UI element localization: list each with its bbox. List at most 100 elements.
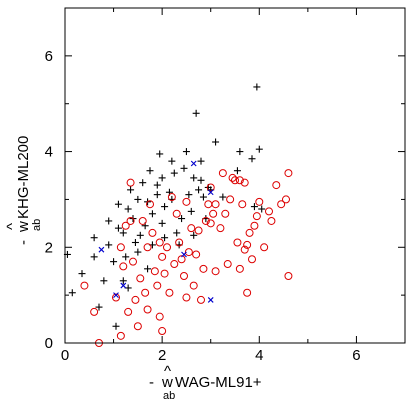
plus-marker	[134, 195, 142, 203]
y-tick-label: 4	[45, 144, 53, 161]
y-tick-label: 2	[45, 239, 53, 256]
x-marker	[98, 246, 105, 253]
x-axis-label-subscript: ab	[163, 390, 175, 402]
y-axis-label-hat: ^	[4, 223, 21, 230]
plus-marker	[127, 186, 135, 194]
plus-marker	[161, 203, 169, 211]
circle-marker	[204, 200, 213, 209]
plus-marker	[197, 157, 205, 165]
plus-marker	[114, 200, 122, 208]
y-axis-label-subscript: ab	[31, 219, 43, 231]
plus-marker	[146, 167, 154, 175]
plus-marker	[250, 203, 258, 211]
circle-marker	[284, 169, 293, 178]
circle-marker	[163, 243, 171, 252]
x-marker	[120, 282, 127, 289]
circle-marker	[238, 200, 247, 209]
plus-marker	[110, 258, 118, 266]
x-axis-label-symbol: w	[161, 374, 173, 391]
plus-marker	[182, 148, 190, 156]
x-axis-label-prefix: -	[149, 374, 158, 391]
y-axis-label: - ^ w ab KHG-ML200	[4, 136, 43, 245]
circle-marker	[133, 322, 142, 331]
circle-marker	[255, 197, 264, 206]
circle-marker	[180, 272, 188, 280]
circle-marker	[197, 295, 205, 304]
circle-marker	[243, 288, 252, 297]
circle-marker	[248, 255, 256, 264]
circle-marker	[170, 260, 179, 269]
circle-marker	[80, 281, 89, 290]
plus-marker	[170, 169, 178, 177]
x-marker	[181, 251, 187, 258]
x-marker-b	[98, 246, 105, 253]
circle-marker	[143, 243, 152, 252]
plus-marker	[190, 231, 198, 239]
x-marker	[190, 160, 197, 167]
circle-marker	[155, 238, 164, 247]
plus-marker	[158, 174, 166, 182]
circle-marker	[231, 176, 239, 185]
circle-marker	[129, 257, 137, 266]
plus-marker	[119, 229, 127, 237]
circle-marker	[245, 228, 254, 237]
circle-marker	[158, 252, 167, 261]
plus-marker	[219, 193, 227, 201]
x-tick-label: 4	[255, 347, 263, 364]
plot-frame	[64, 7, 406, 344]
circle-marker	[272, 181, 281, 190]
plus-marker	[119, 277, 127, 285]
plus-marker	[185, 191, 193, 199]
circle-marker	[141, 288, 150, 297]
circle-marker	[182, 197, 191, 206]
y-axis-label-symbol: w	[15, 221, 32, 233]
plus-marker	[134, 248, 142, 256]
y-tick-label: 0	[45, 335, 53, 352]
circle-marker	[206, 183, 215, 192]
circle-marker	[160, 269, 169, 278]
x-marker	[207, 297, 214, 303]
x-axis-label-hat: ^	[164, 363, 171, 380]
circle-marker	[192, 250, 201, 259]
circle-marker	[206, 219, 215, 228]
plus-marker	[153, 191, 161, 199]
circle-marker	[189, 281, 198, 290]
plus-marker	[253, 83, 261, 91]
circle-marker	[201, 216, 210, 225]
circle-marker	[148, 228, 157, 237]
circle-marker	[216, 224, 225, 233]
circle-marker	[235, 264, 244, 273]
plus-marker	[90, 253, 98, 261]
circle-marker	[250, 221, 259, 230]
plus-marker	[136, 231, 144, 239]
plus-marker	[144, 265, 152, 273]
circle-marker	[209, 209, 218, 218]
circle-marker	[143, 305, 152, 314]
y-axis-label-text: KHG-ML200	[15, 136, 32, 219]
plus-marker	[158, 219, 166, 227]
plus-marker	[178, 215, 186, 223]
circle-marker	[150, 267, 159, 276]
data-points	[63, 83, 293, 347]
circle-marker	[277, 200, 286, 209]
circle-marker	[155, 312, 164, 321]
circle-marker	[252, 212, 261, 221]
plus-marker	[180, 164, 188, 172]
circle-marker	[177, 255, 186, 264]
x-axis-label-text: WAG-ML91+	[175, 374, 262, 391]
plus-marker	[122, 253, 130, 261]
circle-marker	[233, 238, 242, 247]
circle-marker	[187, 224, 196, 233]
circle-marker	[218, 169, 227, 178]
plus-marker	[187, 207, 195, 215]
circle-marker	[282, 195, 290, 204]
plus-marker	[78, 270, 86, 278]
y-tick-label: 6	[45, 48, 53, 65]
x-marker-b	[181, 251, 187, 258]
circle-marker	[116, 331, 125, 340]
plus-marker	[105, 217, 113, 225]
x-marker-b	[207, 297, 214, 303]
plus-marker	[95, 303, 103, 311]
y-axis-label-prefix: -	[15, 236, 32, 245]
